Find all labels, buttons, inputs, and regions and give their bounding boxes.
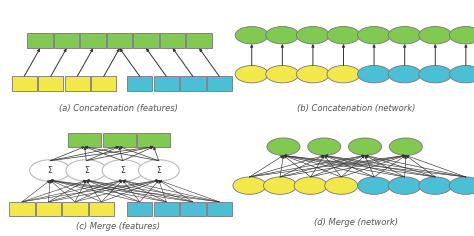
- FancyBboxPatch shape: [68, 133, 101, 147]
- Text: (d) Merge (network): (d) Merge (network): [314, 218, 398, 227]
- Ellipse shape: [30, 160, 71, 181]
- Ellipse shape: [296, 26, 329, 44]
- FancyBboxPatch shape: [81, 33, 106, 48]
- FancyBboxPatch shape: [89, 202, 114, 216]
- Ellipse shape: [266, 65, 299, 83]
- FancyBboxPatch shape: [103, 133, 136, 147]
- Ellipse shape: [419, 65, 452, 83]
- FancyBboxPatch shape: [64, 76, 90, 92]
- FancyBboxPatch shape: [91, 76, 117, 92]
- Ellipse shape: [389, 138, 422, 155]
- FancyBboxPatch shape: [207, 202, 232, 216]
- Ellipse shape: [348, 138, 382, 155]
- Ellipse shape: [449, 65, 474, 83]
- Text: Σ: Σ: [156, 166, 161, 175]
- FancyBboxPatch shape: [54, 33, 79, 48]
- Ellipse shape: [235, 65, 268, 83]
- Ellipse shape: [388, 65, 421, 83]
- Text: (c) Merge (features): (c) Merge (features): [76, 222, 160, 231]
- FancyBboxPatch shape: [27, 33, 53, 48]
- FancyBboxPatch shape: [180, 202, 206, 216]
- Ellipse shape: [235, 26, 268, 44]
- Ellipse shape: [449, 26, 474, 44]
- FancyBboxPatch shape: [186, 33, 212, 48]
- Ellipse shape: [102, 160, 143, 181]
- Ellipse shape: [296, 65, 329, 83]
- FancyBboxPatch shape: [11, 76, 37, 92]
- Ellipse shape: [308, 138, 341, 155]
- Ellipse shape: [357, 65, 391, 83]
- FancyBboxPatch shape: [127, 202, 153, 216]
- Ellipse shape: [419, 177, 452, 194]
- Ellipse shape: [325, 177, 358, 194]
- FancyBboxPatch shape: [207, 76, 232, 92]
- Ellipse shape: [233, 177, 266, 194]
- Text: (b) Concatenation (network): (b) Concatenation (network): [297, 104, 415, 113]
- Ellipse shape: [66, 160, 107, 181]
- Text: Σ: Σ: [120, 166, 125, 175]
- Ellipse shape: [266, 26, 299, 44]
- Text: Σ: Σ: [47, 166, 53, 175]
- FancyBboxPatch shape: [160, 33, 185, 48]
- Ellipse shape: [327, 26, 360, 44]
- FancyBboxPatch shape: [62, 202, 88, 216]
- Ellipse shape: [449, 177, 474, 194]
- FancyBboxPatch shape: [154, 202, 179, 216]
- Text: (a) Concatenation (features): (a) Concatenation (features): [59, 104, 177, 113]
- Ellipse shape: [388, 177, 421, 194]
- FancyBboxPatch shape: [127, 76, 153, 92]
- Ellipse shape: [419, 26, 452, 44]
- FancyBboxPatch shape: [180, 76, 206, 92]
- FancyBboxPatch shape: [154, 76, 179, 92]
- FancyBboxPatch shape: [134, 33, 159, 48]
- FancyBboxPatch shape: [107, 33, 132, 48]
- Ellipse shape: [294, 177, 327, 194]
- Text: Σ: Σ: [84, 166, 89, 175]
- FancyBboxPatch shape: [137, 133, 170, 147]
- Ellipse shape: [264, 177, 297, 194]
- Ellipse shape: [357, 26, 391, 44]
- FancyBboxPatch shape: [36, 202, 61, 216]
- Ellipse shape: [357, 177, 391, 194]
- Ellipse shape: [327, 65, 360, 83]
- Ellipse shape: [388, 26, 421, 44]
- Ellipse shape: [138, 160, 179, 181]
- FancyBboxPatch shape: [9, 202, 35, 216]
- Ellipse shape: [267, 138, 300, 155]
- FancyBboxPatch shape: [38, 76, 64, 92]
